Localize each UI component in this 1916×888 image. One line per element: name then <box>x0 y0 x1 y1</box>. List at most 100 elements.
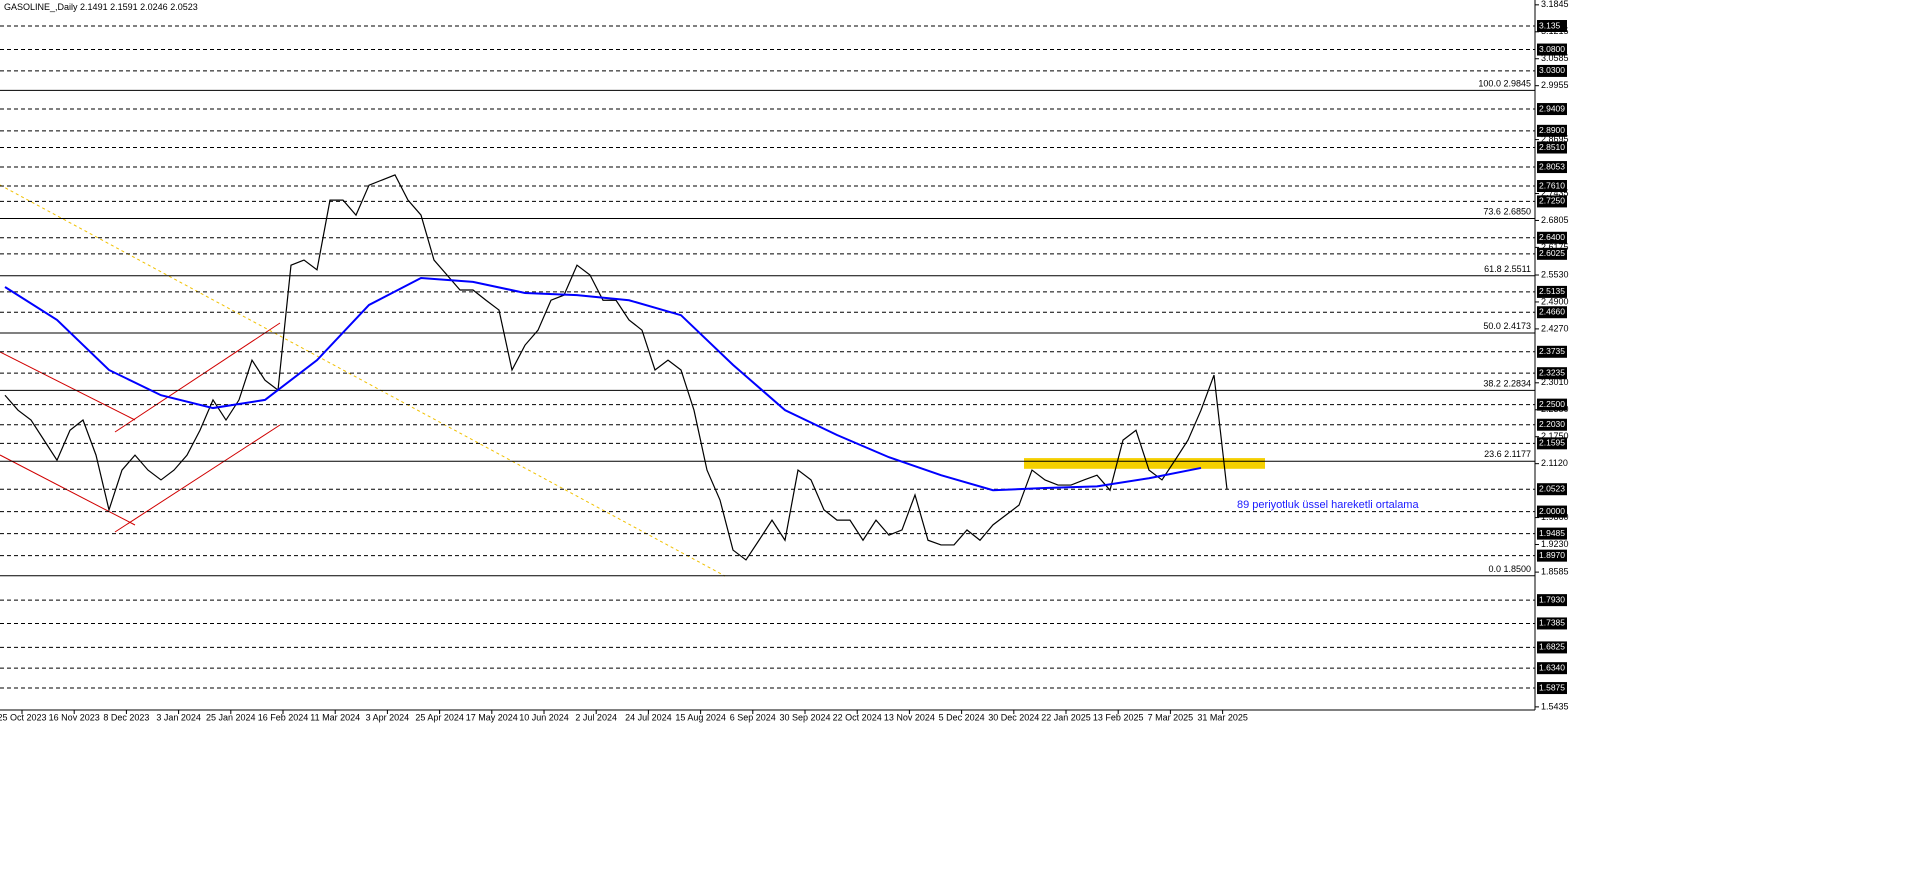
level-label-box <box>1537 549 1567 562</box>
zone <box>1024 458 1265 469</box>
x-tick-label: 2 Jul 2024 <box>575 712 617 722</box>
ema-line <box>4 276 1202 492</box>
level-label-box <box>1537 662 1567 675</box>
y-tick-label: 2.5530 <box>1541 269 1569 279</box>
level-label: 3.135 <box>1539 20 1561 30</box>
x-tick-label: 22 Jan 2025 <box>1041 712 1091 722</box>
level-label: 1.8970 <box>1539 550 1565 560</box>
x-tick-label: 13 Nov 2024 <box>884 712 935 722</box>
level-label: 1.5875 <box>1539 682 1565 692</box>
level-label: 2.2030 <box>1539 419 1565 429</box>
header: GASOLINE_,Daily 2.1491 2.1591 2.0246 2.0… <box>4 2 198 12</box>
low: 2.0246 <box>140 2 168 12</box>
x-tick-label: 30 Sep 2024 <box>779 712 830 722</box>
y-tick-label: 1.9230 <box>1541 539 1569 549</box>
level-label-box <box>1537 285 1567 298</box>
level-label-box <box>1537 20 1567 33</box>
x-tick-label: 3 Apr 2024 <box>366 712 410 722</box>
x-tick-label: 5 Dec 2024 <box>939 712 985 722</box>
level-label: 2.7250 <box>1539 196 1565 206</box>
level-label-box <box>1537 682 1567 695</box>
level-label: 2.7610 <box>1539 180 1565 190</box>
fib-price: 1.8500 <box>1503 564 1531 574</box>
x-tick-label: 15 Aug 2024 <box>675 712 726 722</box>
fib-price: 2.9845 <box>1503 79 1531 89</box>
level-label: 2.1595 <box>1539 438 1565 448</box>
level-label-box <box>1537 247 1567 260</box>
fib-level: 38.2 <box>1483 379 1501 389</box>
level-label-box <box>1537 594 1567 607</box>
x-tick-label: 7 Mar 2025 <box>1148 712 1194 722</box>
annotation: 89 periyotluk üssel hareketli ortalama <box>1237 499 1419 511</box>
level-label: 2.8510 <box>1539 142 1565 152</box>
x-tick-label: 13 Feb 2025 <box>1093 712 1144 722</box>
fib-label: 23.6 2.1177 <box>1484 450 1531 460</box>
y-tick-label: 2.6175 <box>1541 242 1569 252</box>
level-label-box <box>1537 43 1567 56</box>
fib-price: 2.4173 <box>1503 321 1531 331</box>
fib-label: 50.0 2.4173 <box>1483 321 1531 331</box>
level-label: 2.8053 <box>1539 161 1565 171</box>
y-tick-label: 3.0585 <box>1541 53 1569 63</box>
y-tick-label: 2.1750 <box>1541 431 1569 441</box>
fib-price: 2.1177 <box>1504 450 1531 460</box>
level-label: 2.3235 <box>1539 367 1565 377</box>
x-tick-label: 3 Jan 2024 <box>156 712 201 722</box>
level-label: 2.5135 <box>1539 286 1565 296</box>
fib-price: 2.6850 <box>1503 207 1531 217</box>
fib-label: 0.0 1.8500 <box>1488 564 1531 574</box>
level-label: 2.6400 <box>1539 232 1565 242</box>
x-tick-label: 17 May 2024 <box>466 712 518 722</box>
level-label-box <box>1537 231 1567 244</box>
red-channels <box>0 322 281 533</box>
level-label: 1.9485 <box>1539 528 1565 538</box>
fib-label: 100.0 2.9845 <box>1478 79 1531 89</box>
y-tick-label: 2.6805 <box>1541 215 1569 225</box>
fib-price: 2.5511 <box>1504 264 1531 274</box>
fib-level: 100.0 <box>1478 79 1501 89</box>
high: 2.1591 <box>110 2 138 12</box>
x-tick-label: 11 Mar 2024 <box>310 712 360 722</box>
y-tick-label: 1.8585 <box>1541 566 1569 576</box>
y-tick-label: 2.7435 <box>1541 188 1569 198</box>
channel-line <box>114 424 281 533</box>
level-label: 2.8900 <box>1539 125 1565 135</box>
level-label-box <box>1537 141 1567 154</box>
level-label-box <box>1537 505 1567 518</box>
level-label: 2.2500 <box>1539 399 1565 409</box>
x-tick-label: 10 Jun 2024 <box>519 712 569 722</box>
y-tick-label: 2.8695 <box>1541 134 1569 144</box>
fib-level: 61.8 <box>1484 264 1502 274</box>
level-label: 1.7385 <box>1539 618 1565 628</box>
level-label-box <box>1537 437 1567 450</box>
y-tick-label: 2.9955 <box>1541 80 1569 90</box>
fib-level: 73.6 <box>1483 207 1501 217</box>
level-label-box <box>1537 306 1567 319</box>
channel-line <box>0 454 136 526</box>
level-label: 3.0800 <box>1539 44 1565 54</box>
level-label-box <box>1537 103 1567 116</box>
channel-line <box>114 322 281 433</box>
level-label: 2.6025 <box>1539 248 1565 258</box>
x-tick-label: 8 Dec 2023 <box>103 712 149 722</box>
level-label-box <box>1537 367 1567 380</box>
symbol: GASOLINE_,Daily <box>4 2 78 12</box>
close: 2.0523 <box>170 2 198 12</box>
x-tick-label: 16 Nov 2023 <box>49 712 100 722</box>
level-label-box <box>1537 398 1567 411</box>
level-label: 2.3735 <box>1539 346 1565 356</box>
fib-level: 0.0 <box>1488 564 1501 574</box>
x-tick-label: 25 Oct 2023 <box>0 712 47 722</box>
level-label-box <box>1537 617 1567 630</box>
fib-label: 61.8 2.5511 <box>1484 264 1531 274</box>
level-label: 3.0300 <box>1539 65 1565 75</box>
x-tick-label: 6 Sep 2024 <box>730 712 776 722</box>
level-label: 1.6340 <box>1539 662 1565 672</box>
level-label: 1.7930 <box>1539 594 1565 604</box>
level-label-box <box>1537 345 1567 358</box>
x-tick-label: 30 Dec 2024 <box>988 712 1039 722</box>
y-tick-label: 2.4270 <box>1541 323 1569 333</box>
x-tick-label: 31 Mar 2025 <box>1197 712 1248 722</box>
fib-price: 2.2834 <box>1503 379 1531 389</box>
